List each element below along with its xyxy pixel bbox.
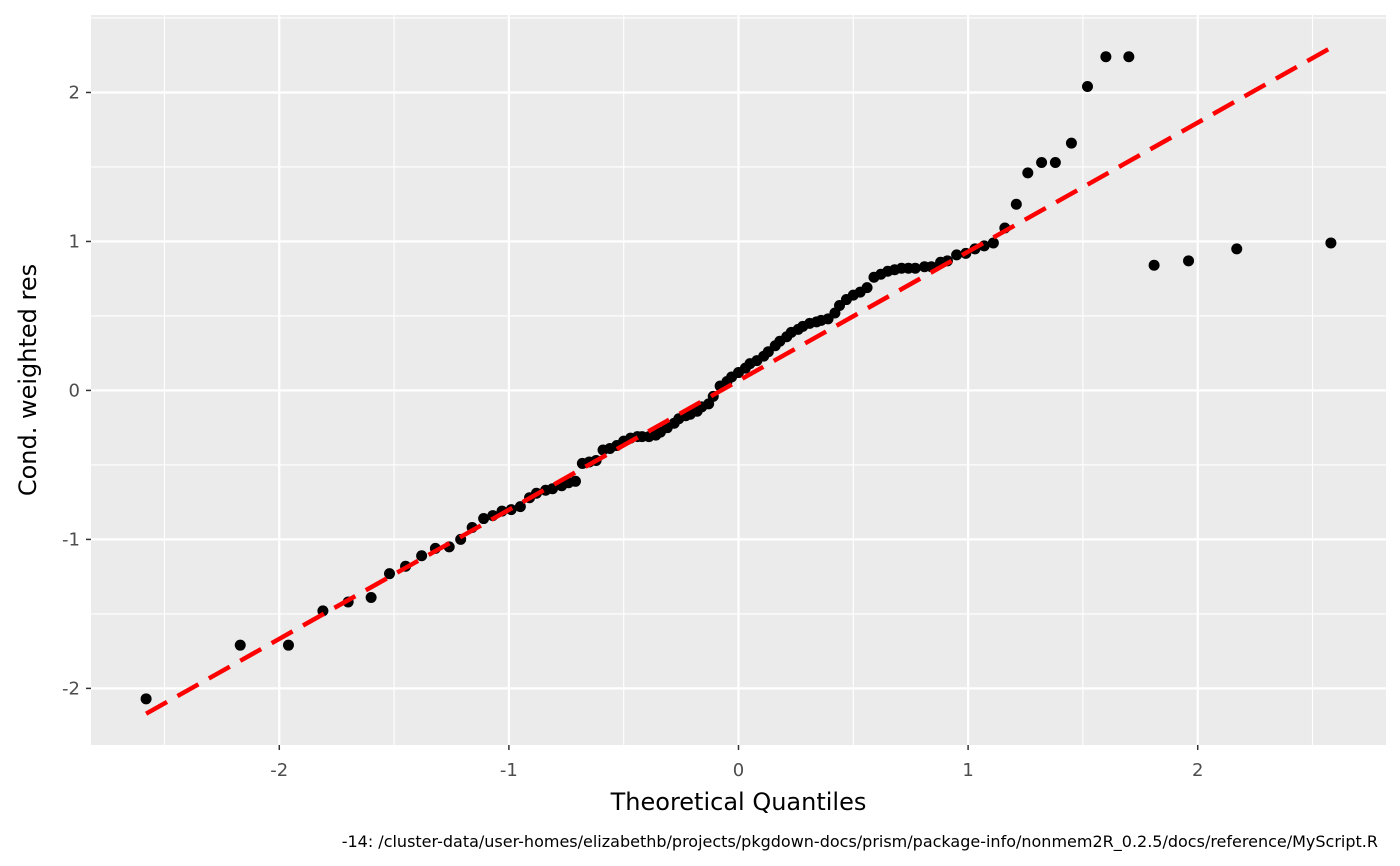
data-point bbox=[1082, 81, 1094, 93]
y-tick-label: -2 bbox=[62, 678, 80, 699]
x-tick-label: 2 bbox=[1192, 760, 1203, 781]
y-tick-label: 2 bbox=[69, 82, 80, 103]
x-axis-title: Theoretical Quantiles bbox=[610, 788, 867, 816]
data-points bbox=[140, 51, 1337, 705]
data-point bbox=[1148, 259, 1160, 271]
data-point bbox=[234, 639, 246, 651]
x-tick-label: 1 bbox=[962, 760, 973, 781]
x-axis-ticks: -2 -1 0 1 2 bbox=[270, 745, 1203, 781]
data-point bbox=[282, 639, 294, 651]
data-point bbox=[140, 693, 152, 705]
data-point bbox=[478, 513, 490, 525]
y-axis-ticks: -2 -1 0 1 2 bbox=[62, 82, 91, 699]
y-tick-label: -1 bbox=[62, 529, 80, 550]
data-point bbox=[1049, 156, 1061, 168]
x-tick-label: -2 bbox=[270, 760, 288, 781]
x-tick-label: 0 bbox=[733, 760, 744, 781]
data-point bbox=[987, 237, 999, 249]
reference-line bbox=[145, 45, 1332, 716]
data-point bbox=[383, 568, 395, 580]
data-point bbox=[1065, 137, 1077, 149]
data-point bbox=[909, 262, 921, 274]
data-point bbox=[1123, 51, 1135, 63]
data-point bbox=[1010, 198, 1022, 210]
data-point bbox=[951, 249, 963, 261]
data-point bbox=[1022, 167, 1034, 179]
y-tick-label: 0 bbox=[69, 380, 80, 401]
x-tick-label: -1 bbox=[500, 760, 518, 781]
data-point bbox=[365, 592, 377, 604]
y-tick-label: 1 bbox=[69, 231, 80, 252]
data-point bbox=[1231, 243, 1243, 255]
data-point bbox=[514, 501, 526, 513]
major-gridlines bbox=[91, 15, 1386, 745]
data-point bbox=[1100, 51, 1112, 63]
qq-reference-line bbox=[145, 45, 1332, 716]
data-point bbox=[569, 475, 581, 487]
script-path-caption: -14: /cluster-data/user-homes/elizabethb… bbox=[342, 832, 1378, 852]
data-point bbox=[1036, 156, 1048, 168]
data-point bbox=[1325, 237, 1337, 249]
data-point bbox=[416, 550, 428, 562]
y-axis-title: Cond. weighted res bbox=[14, 264, 42, 496]
data-point bbox=[861, 282, 873, 294]
data-point bbox=[1183, 255, 1195, 267]
